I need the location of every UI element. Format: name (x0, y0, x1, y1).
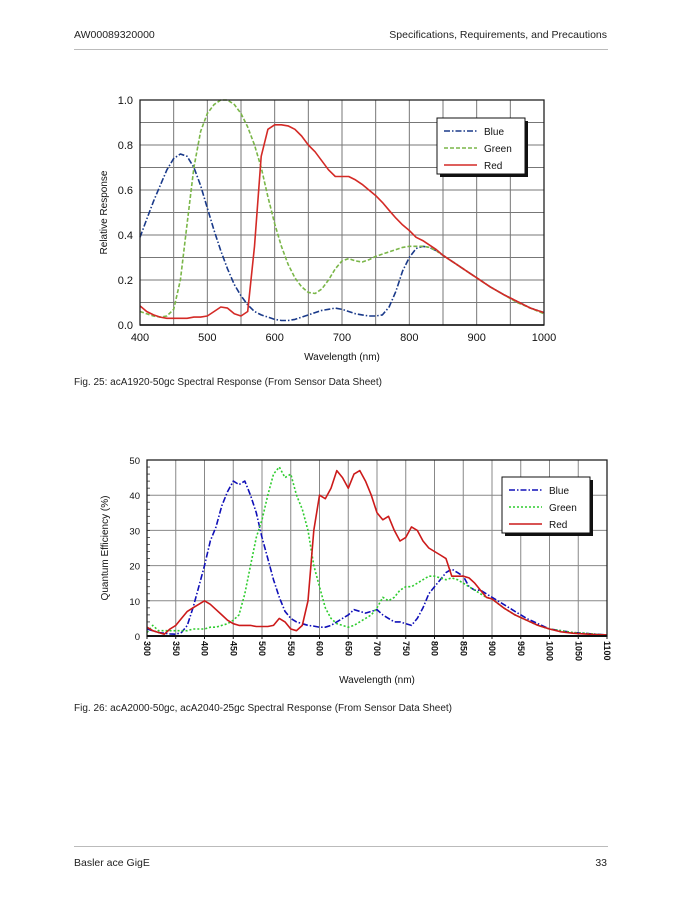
legend-label-red: Red (549, 520, 567, 531)
y-tick-label: 0.2 (118, 275, 133, 287)
series-line-green (146, 466, 608, 636)
y-tick-label: 0 (135, 632, 140, 643)
x-axis-label: Wavelength (nm) (339, 675, 415, 686)
y-tick-label: 1.0 (118, 95, 133, 107)
x-tick-label: 700 (333, 332, 351, 344)
x-tick-label: 400 (131, 332, 149, 344)
figure-caption-26: Fig. 26: acA2000-50gc, acA2040-25gc Spec… (74, 703, 452, 714)
x-tick-label: 350 (171, 641, 181, 656)
series-line-red (139, 124, 545, 320)
x-axis-label: Wavelength (nm) (304, 352, 380, 363)
y-tick-label: 30 (129, 526, 140, 537)
x-tick-label: 850 (458, 641, 468, 656)
x-tick-label: 900 (487, 641, 497, 656)
y-tick-label: 0.0 (118, 320, 133, 332)
y-axis-label: Relative Response (99, 170, 110, 254)
legend-label-green: Green (549, 503, 577, 514)
x-tick-label: 1000 (532, 332, 556, 344)
footer-product: Basler ace GigE (74, 857, 150, 869)
series-line-red (146, 469, 608, 636)
x-tick-label: 650 (343, 641, 353, 656)
x-tick-label: 300 (142, 641, 152, 656)
legend-label-blue: Blue (549, 486, 569, 497)
x-tick-label: 900 (467, 332, 485, 344)
x-tick-label: 1100 (602, 641, 612, 661)
x-tick-label: 750 (401, 641, 411, 656)
y-tick-label: 50 (129, 456, 140, 467)
x-tick-label: 400 (200, 641, 210, 656)
y-tick-label: 0.8 (118, 140, 133, 152)
footer-rule (74, 846, 608, 847)
x-tick-label: 600 (315, 641, 325, 656)
x-tick-label: 700 (372, 641, 382, 656)
header-doc-id: AW00089320000 (74, 29, 155, 41)
x-tick-label: 600 (265, 332, 283, 344)
x-tick-label: 800 (400, 332, 418, 344)
header-rule (74, 49, 608, 50)
chart-fig26: 0 10 20 30 40 50 300 350 400 450 500 550 600 650 700 75… (100, 456, 612, 686)
x-tick-label: 450 (228, 641, 238, 656)
x-tick-label: 550 (286, 641, 296, 656)
header-section-title: Specifications, Requirements, and Precau… (389, 29, 607, 41)
legend-label-blue: Blue (484, 127, 504, 138)
footer-page-number: 33 (595, 857, 607, 869)
x-tick-label: 1000 (545, 641, 555, 661)
figure-caption-25: Fig. 25: acA1920-50gc Spectral Response … (74, 377, 382, 388)
x-tick-label: 500 (257, 641, 267, 656)
legend-label-green: Green (484, 144, 512, 155)
y-tick-label: 40 (129, 491, 140, 502)
y-tick-label: 0.6 (118, 185, 133, 197)
y-axis-label: Quantum Efficiency (%) (100, 496, 111, 601)
series-line-blue (139, 153, 545, 322)
x-tick-label: 800 (430, 641, 440, 656)
y-tick-label: 10 (129, 597, 140, 608)
y-tick-label: 0.4 (118, 230, 133, 242)
x-tick-label: 1050 (573, 641, 583, 661)
y-tick-label: 20 (129, 562, 140, 573)
chart-fig25: 0.0 0.2 0.4 0.6 0.8 1.0 400 500 600 700 800 900 1000… (99, 95, 556, 363)
legend-label-red: Red (484, 161, 502, 172)
x-tick-label: 500 (198, 332, 216, 344)
x-tick-label: 950 (516, 641, 526, 656)
